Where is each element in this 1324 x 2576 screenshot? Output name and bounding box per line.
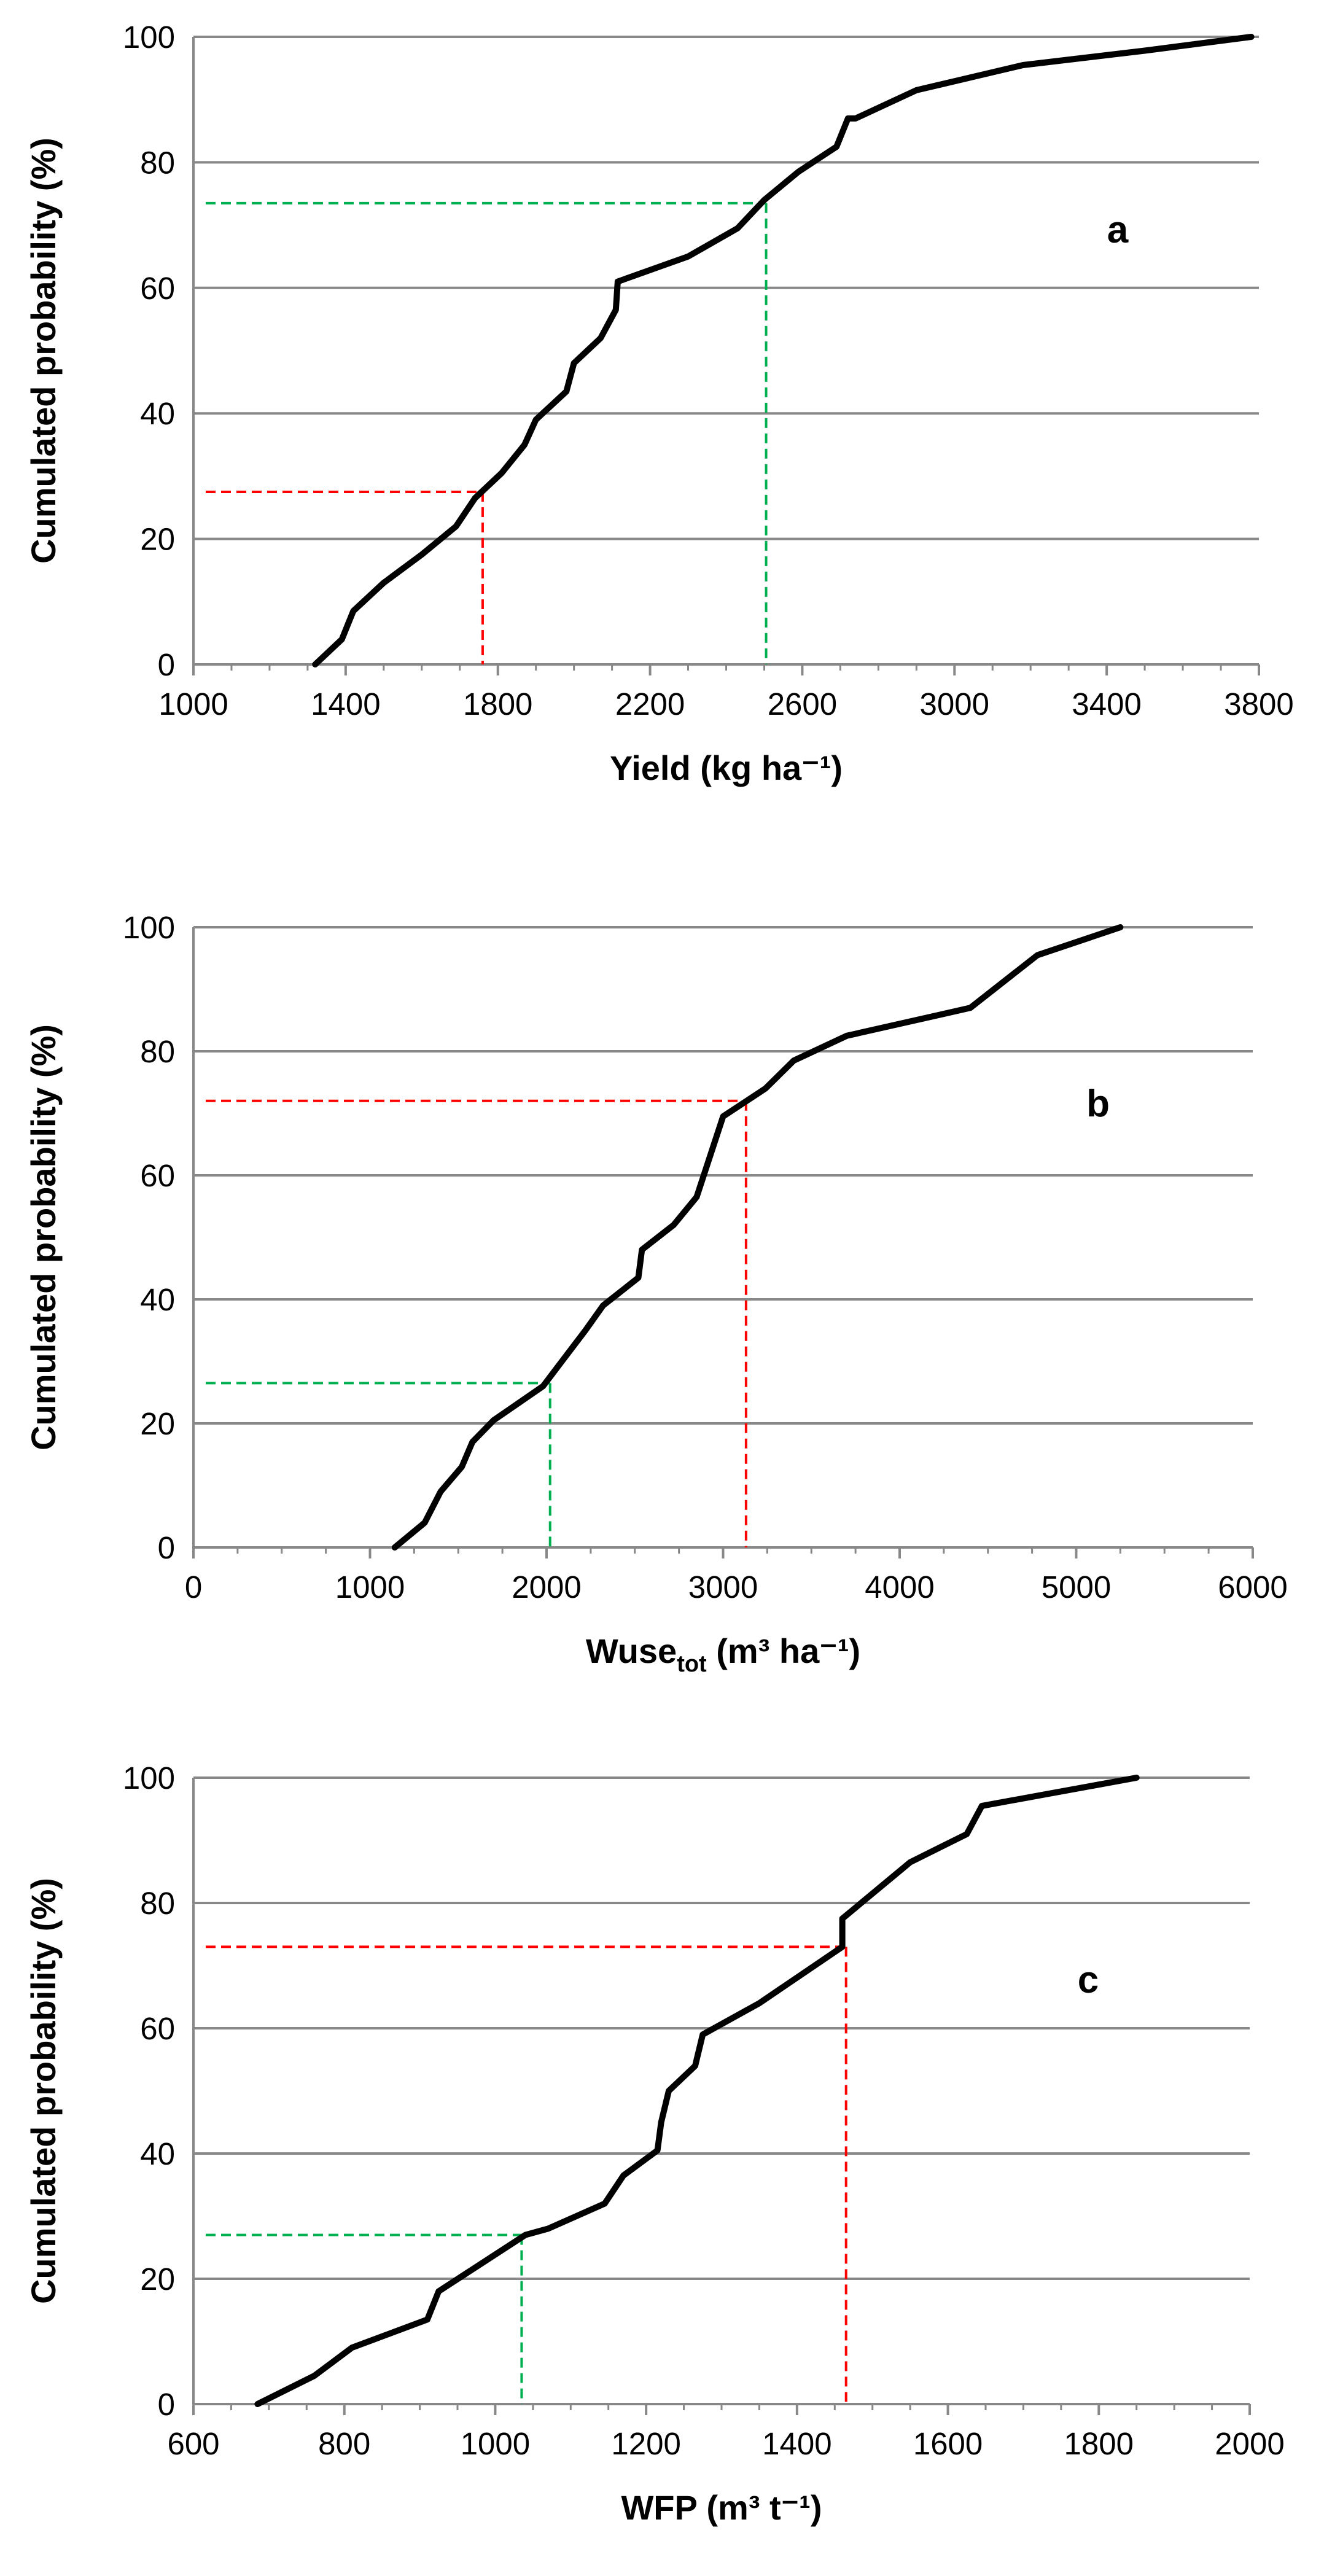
- y-tick-label: 60: [140, 271, 175, 306]
- y-tick-label: 40: [140, 1282, 175, 1317]
- y-tick-label: 60: [140, 2011, 175, 2046]
- x-tick-label: 800: [318, 2426, 370, 2461]
- chart-panel-a: 1000 1400 1800 2200 2600 3000 3400 3800 0 20 40 60 8…: [24, 20, 1294, 787]
- y-tick-label: 0: [158, 2387, 175, 2422]
- y-axis-title: Cumulated probability (%): [24, 1024, 63, 1450]
- x-tick-label: 2600: [768, 687, 837, 722]
- x-tick-label: 1400: [762, 2426, 831, 2461]
- y-tick-label: 100: [123, 20, 175, 55]
- x-tick-label: 2000: [512, 1570, 581, 1605]
- x-tick-label: 3000: [688, 1570, 758, 1605]
- y-tick-label: 40: [140, 2136, 175, 2171]
- y-tick-label: 40: [140, 396, 175, 431]
- chart-panel-c: 600 800 1000 1200 1400 1600 1800 2000 0 20 40 60 80 1…: [24, 1761, 1285, 2527]
- x-tick-label: 600: [167, 2426, 219, 2461]
- y-tick-label: 20: [140, 1406, 175, 1441]
- x-tick-label: 3000: [920, 687, 989, 722]
- panel-label: a: [1107, 209, 1129, 251]
- x-tick-label: 5000: [1042, 1570, 1111, 1605]
- y-axis-title: Cumulated probability (%): [24, 1878, 63, 2304]
- x-tick-label: 6000: [1218, 1570, 1287, 1605]
- y-tick-label: 60: [140, 1158, 175, 1193]
- y-tick-label: 0: [158, 647, 175, 682]
- x-tick-label: 1200: [611, 2426, 680, 2461]
- chart-panel-b: 0 1000 2000 3000 4000 5000 6000 0 20 40 60 80 100 Cum…: [24, 910, 1288, 1677]
- x-tick-label: 4000: [865, 1570, 934, 1605]
- y-axis-title: Cumulated probability (%): [24, 138, 63, 564]
- y-tick-label: 20: [140, 2262, 175, 2297]
- x-tick-label: 2200: [615, 687, 685, 722]
- y-tick-label: 80: [140, 1034, 175, 1069]
- y-tick-label: 20: [140, 522, 175, 557]
- panel-label: c: [1078, 1959, 1099, 2001]
- x-tick-label: 1000: [335, 1570, 405, 1605]
- x-tick-label: 0: [185, 1570, 202, 1605]
- x-tick-label: 1600: [913, 2426, 983, 2461]
- x-axis-title: WFP (m³ t⁻¹): [621, 2488, 822, 2527]
- x-tick-label: 1800: [1064, 2426, 1134, 2461]
- x-tick-label: 1400: [311, 687, 380, 722]
- x-tick-label: 1000: [158, 687, 228, 722]
- cdf-series-line: [312, 34, 1255, 667]
- x-tick-label: 2000: [1215, 2426, 1284, 2461]
- x-axis-title: Yield (kg ha⁻¹): [610, 749, 843, 787]
- x-tick-label: 3400: [1072, 687, 1141, 722]
- y-tick-label: 80: [140, 1886, 175, 1921]
- y-tick-label: 100: [123, 1761, 175, 1796]
- x-tick-label: 1000: [461, 2426, 530, 2461]
- y-tick-label: 100: [123, 910, 175, 945]
- panel-label: b: [1086, 1083, 1110, 1125]
- x-axis-title: Wusetot (m³ ha⁻¹): [586, 1632, 860, 1677]
- y-tick-label: 0: [158, 1530, 175, 1565]
- y-tick-label: 80: [140, 145, 175, 180]
- x-tick-label: 3800: [1224, 687, 1293, 722]
- x-tick-label: 1800: [463, 687, 532, 722]
